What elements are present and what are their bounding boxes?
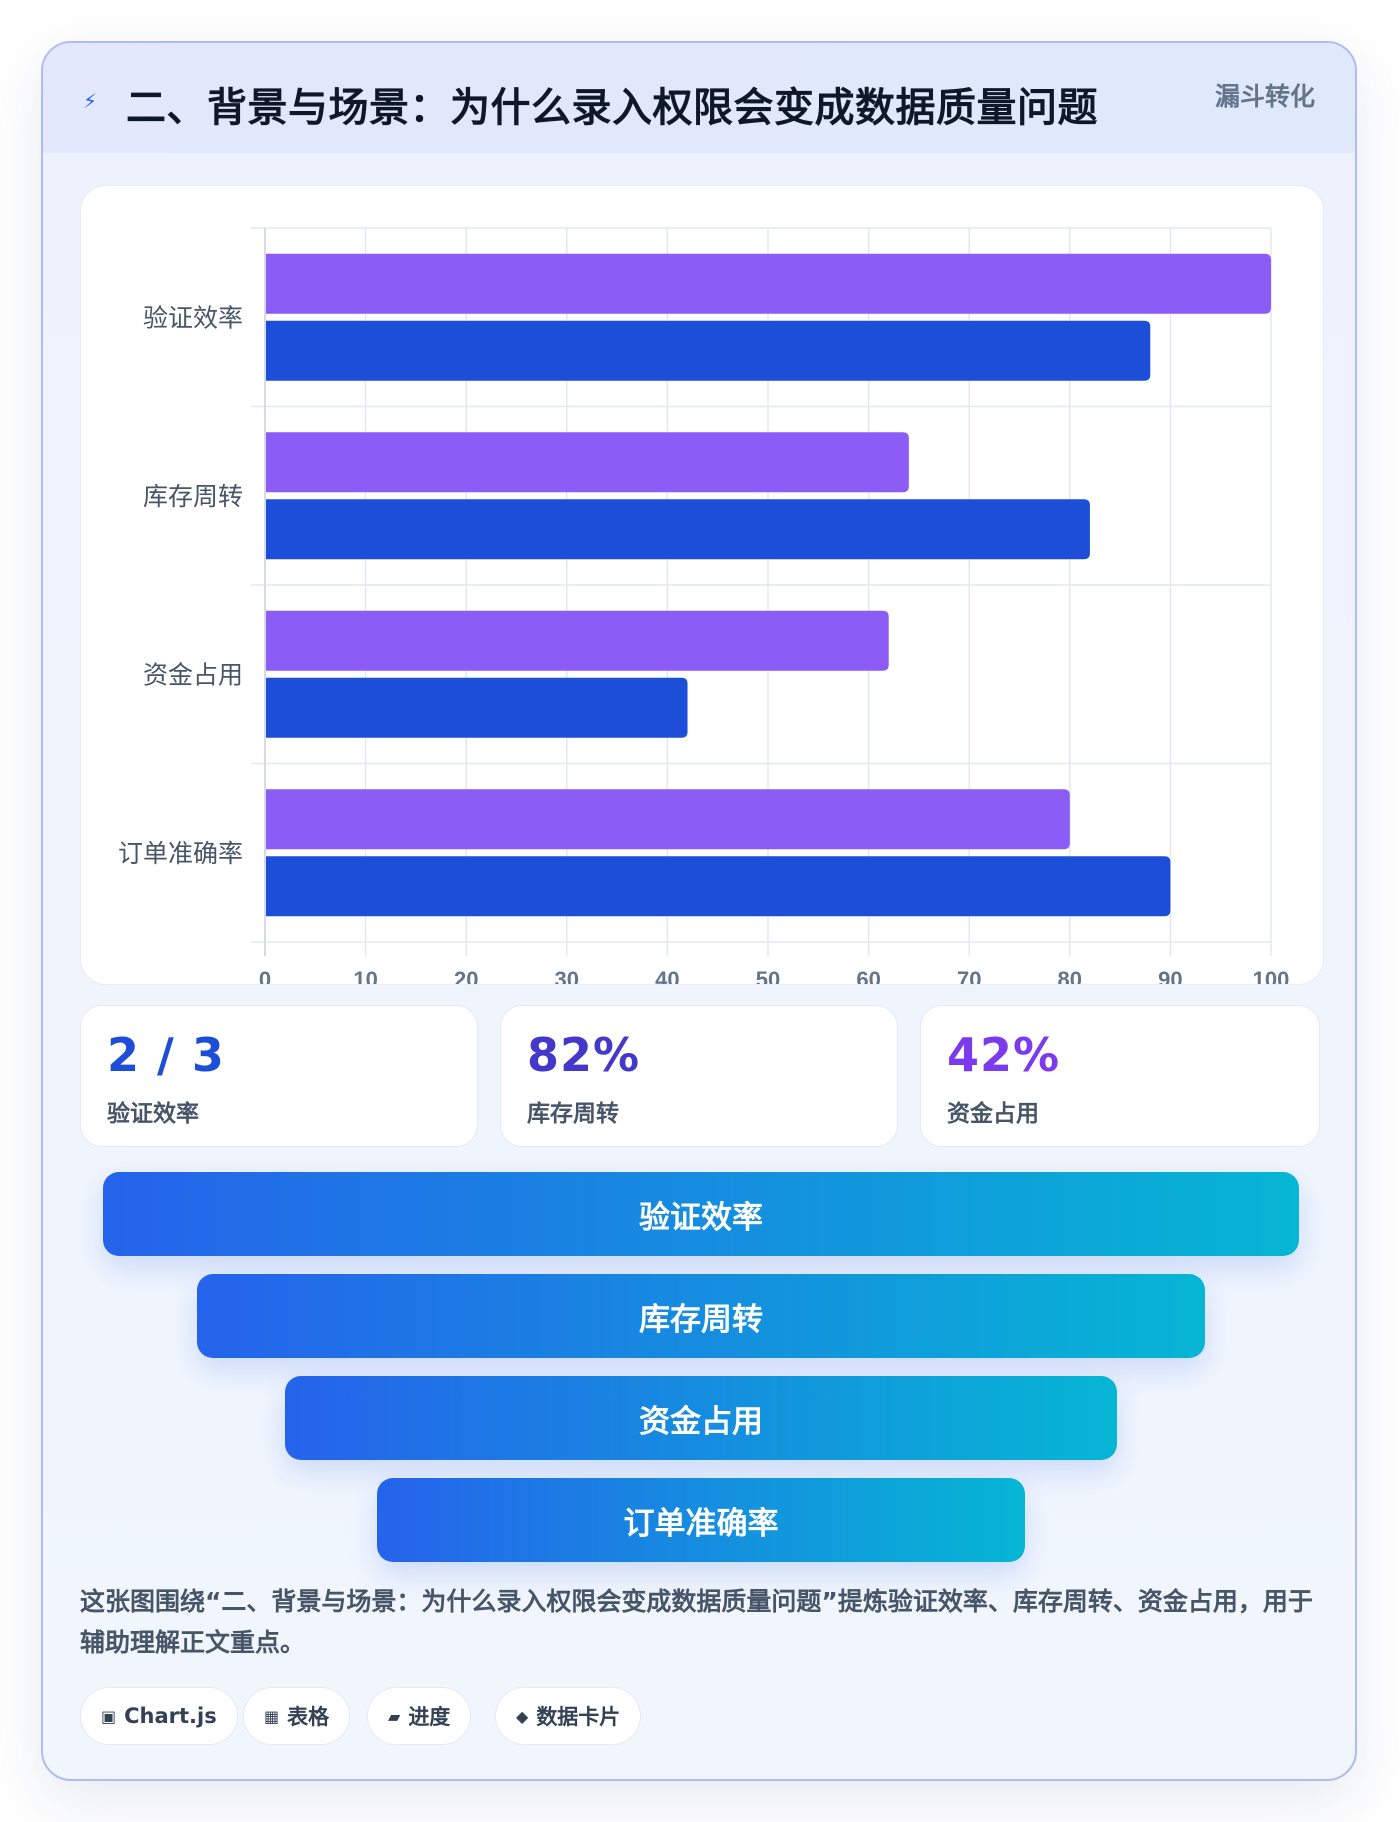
x-tick-label: 40 (655, 967, 679, 984)
bar (265, 499, 1090, 560)
figure-card: ⚡ 二、背景与场景：为什么录入权限会变成数据质量问题 漏斗转化 0 10 20 30 4… (41, 41, 1357, 1781)
chart-type-tag: 漏斗转化 (1214, 82, 1315, 111)
bar (265, 789, 1070, 850)
y-category-label: 库存周转 (143, 482, 243, 511)
table-icon: ▦ (264, 1706, 280, 1726)
lightning-icon: ⚡ (83, 89, 98, 113)
x-tick-label: 70 (957, 967, 981, 984)
bar (265, 610, 889, 671)
chip-label: Chart.js (124, 1704, 217, 1728)
x-tick-label: 90 (1158, 967, 1182, 984)
x-tick-label: 0 (259, 967, 271, 984)
funnel-stage-3: 资金占用 (285, 1376, 1117, 1460)
x-tick-label: 100 (1253, 967, 1290, 984)
x-tick-label: 20 (454, 967, 478, 984)
stat-label: 验证效率 (107, 1101, 199, 1127)
stat-value: 82% (527, 1028, 641, 1082)
page-title: 二、背景与场景：为什么录入权限会变成数据质量问题 (126, 85, 1098, 131)
stat-label: 库存周转 (527, 1101, 619, 1127)
chip-data-card[interactable]: ◆ 数据卡片 (495, 1687, 642, 1745)
chip-label: 进度 (408, 1705, 451, 1729)
bar (265, 856, 1171, 917)
chip-chartjs[interactable]: ▣ Chart.js (80, 1687, 238, 1745)
chart-icon: ▣ (101, 1706, 117, 1726)
funnel-stage-4: 订单准确率 (377, 1478, 1025, 1562)
figure-caption: 这张图围绕“二、背景与场景：为什么录入权限会变成数据质量问题”提炼验证效率、库存… (80, 1587, 1313, 1657)
funnel-stage-2: 库存周转 (197, 1274, 1205, 1358)
x-tick-label: 80 (1058, 967, 1082, 984)
y-category-label: 资金占用 (143, 660, 243, 689)
funnel-stage-1: 验证效率 (103, 1172, 1299, 1256)
stat-card-3: 42% 资金占用 (920, 1005, 1320, 1147)
stat-value: 2 / 3 (107, 1028, 225, 1082)
y-category-label: 验证效率 (143, 303, 243, 332)
x-tick-label: 10 (353, 967, 377, 984)
bar (265, 253, 1271, 314)
bar (265, 677, 688, 738)
progress-icon: ▰ (388, 1706, 401, 1726)
chip-table[interactable]: ▦ 表格 (243, 1687, 351, 1745)
card-header: ⚡ 二、背景与场景：为什么录入权限会变成数据质量问题 漏斗转化 (43, 43, 1355, 153)
x-tick-label: 30 (555, 967, 579, 984)
chip-label: 数据卡片 (536, 1705, 621, 1729)
stat-card-2: 82% 库存周转 (500, 1005, 898, 1147)
chip-progress[interactable]: ▰ 进度 (367, 1687, 472, 1745)
x-tick-label: 50 (756, 967, 780, 984)
stat-value: 42% (947, 1028, 1061, 1082)
bar (265, 320, 1151, 381)
stat-label: 资金占用 (947, 1101, 1039, 1127)
bar (265, 432, 909, 493)
diamond-icon: ◆ (516, 1706, 529, 1726)
y-category-label: 订单准确率 (118, 839, 243, 868)
x-tick-label: 60 (856, 967, 880, 984)
stat-card-1: 2 / 3 验证效率 (80, 1005, 478, 1147)
chip-label: 表格 (287, 1705, 330, 1729)
chart-panel: 0 10 20 30 40 50 60 70 80 90 100 验证效率库存周转资金占用订单准确率 (80, 185, 1324, 985)
